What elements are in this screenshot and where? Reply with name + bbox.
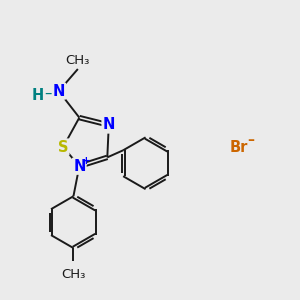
Text: Br: Br	[230, 140, 248, 154]
Text: N: N	[103, 118, 115, 133]
Text: –: –	[247, 133, 254, 147]
Text: N: N	[73, 159, 86, 174]
Text: S: S	[58, 140, 68, 154]
Text: –: –	[45, 86, 52, 101]
Text: N: N	[52, 84, 65, 99]
Text: CH₃: CH₃	[66, 54, 90, 67]
Text: +: +	[81, 156, 90, 166]
Text: CH₃: CH₃	[61, 268, 86, 281]
Text: H: H	[32, 88, 44, 103]
